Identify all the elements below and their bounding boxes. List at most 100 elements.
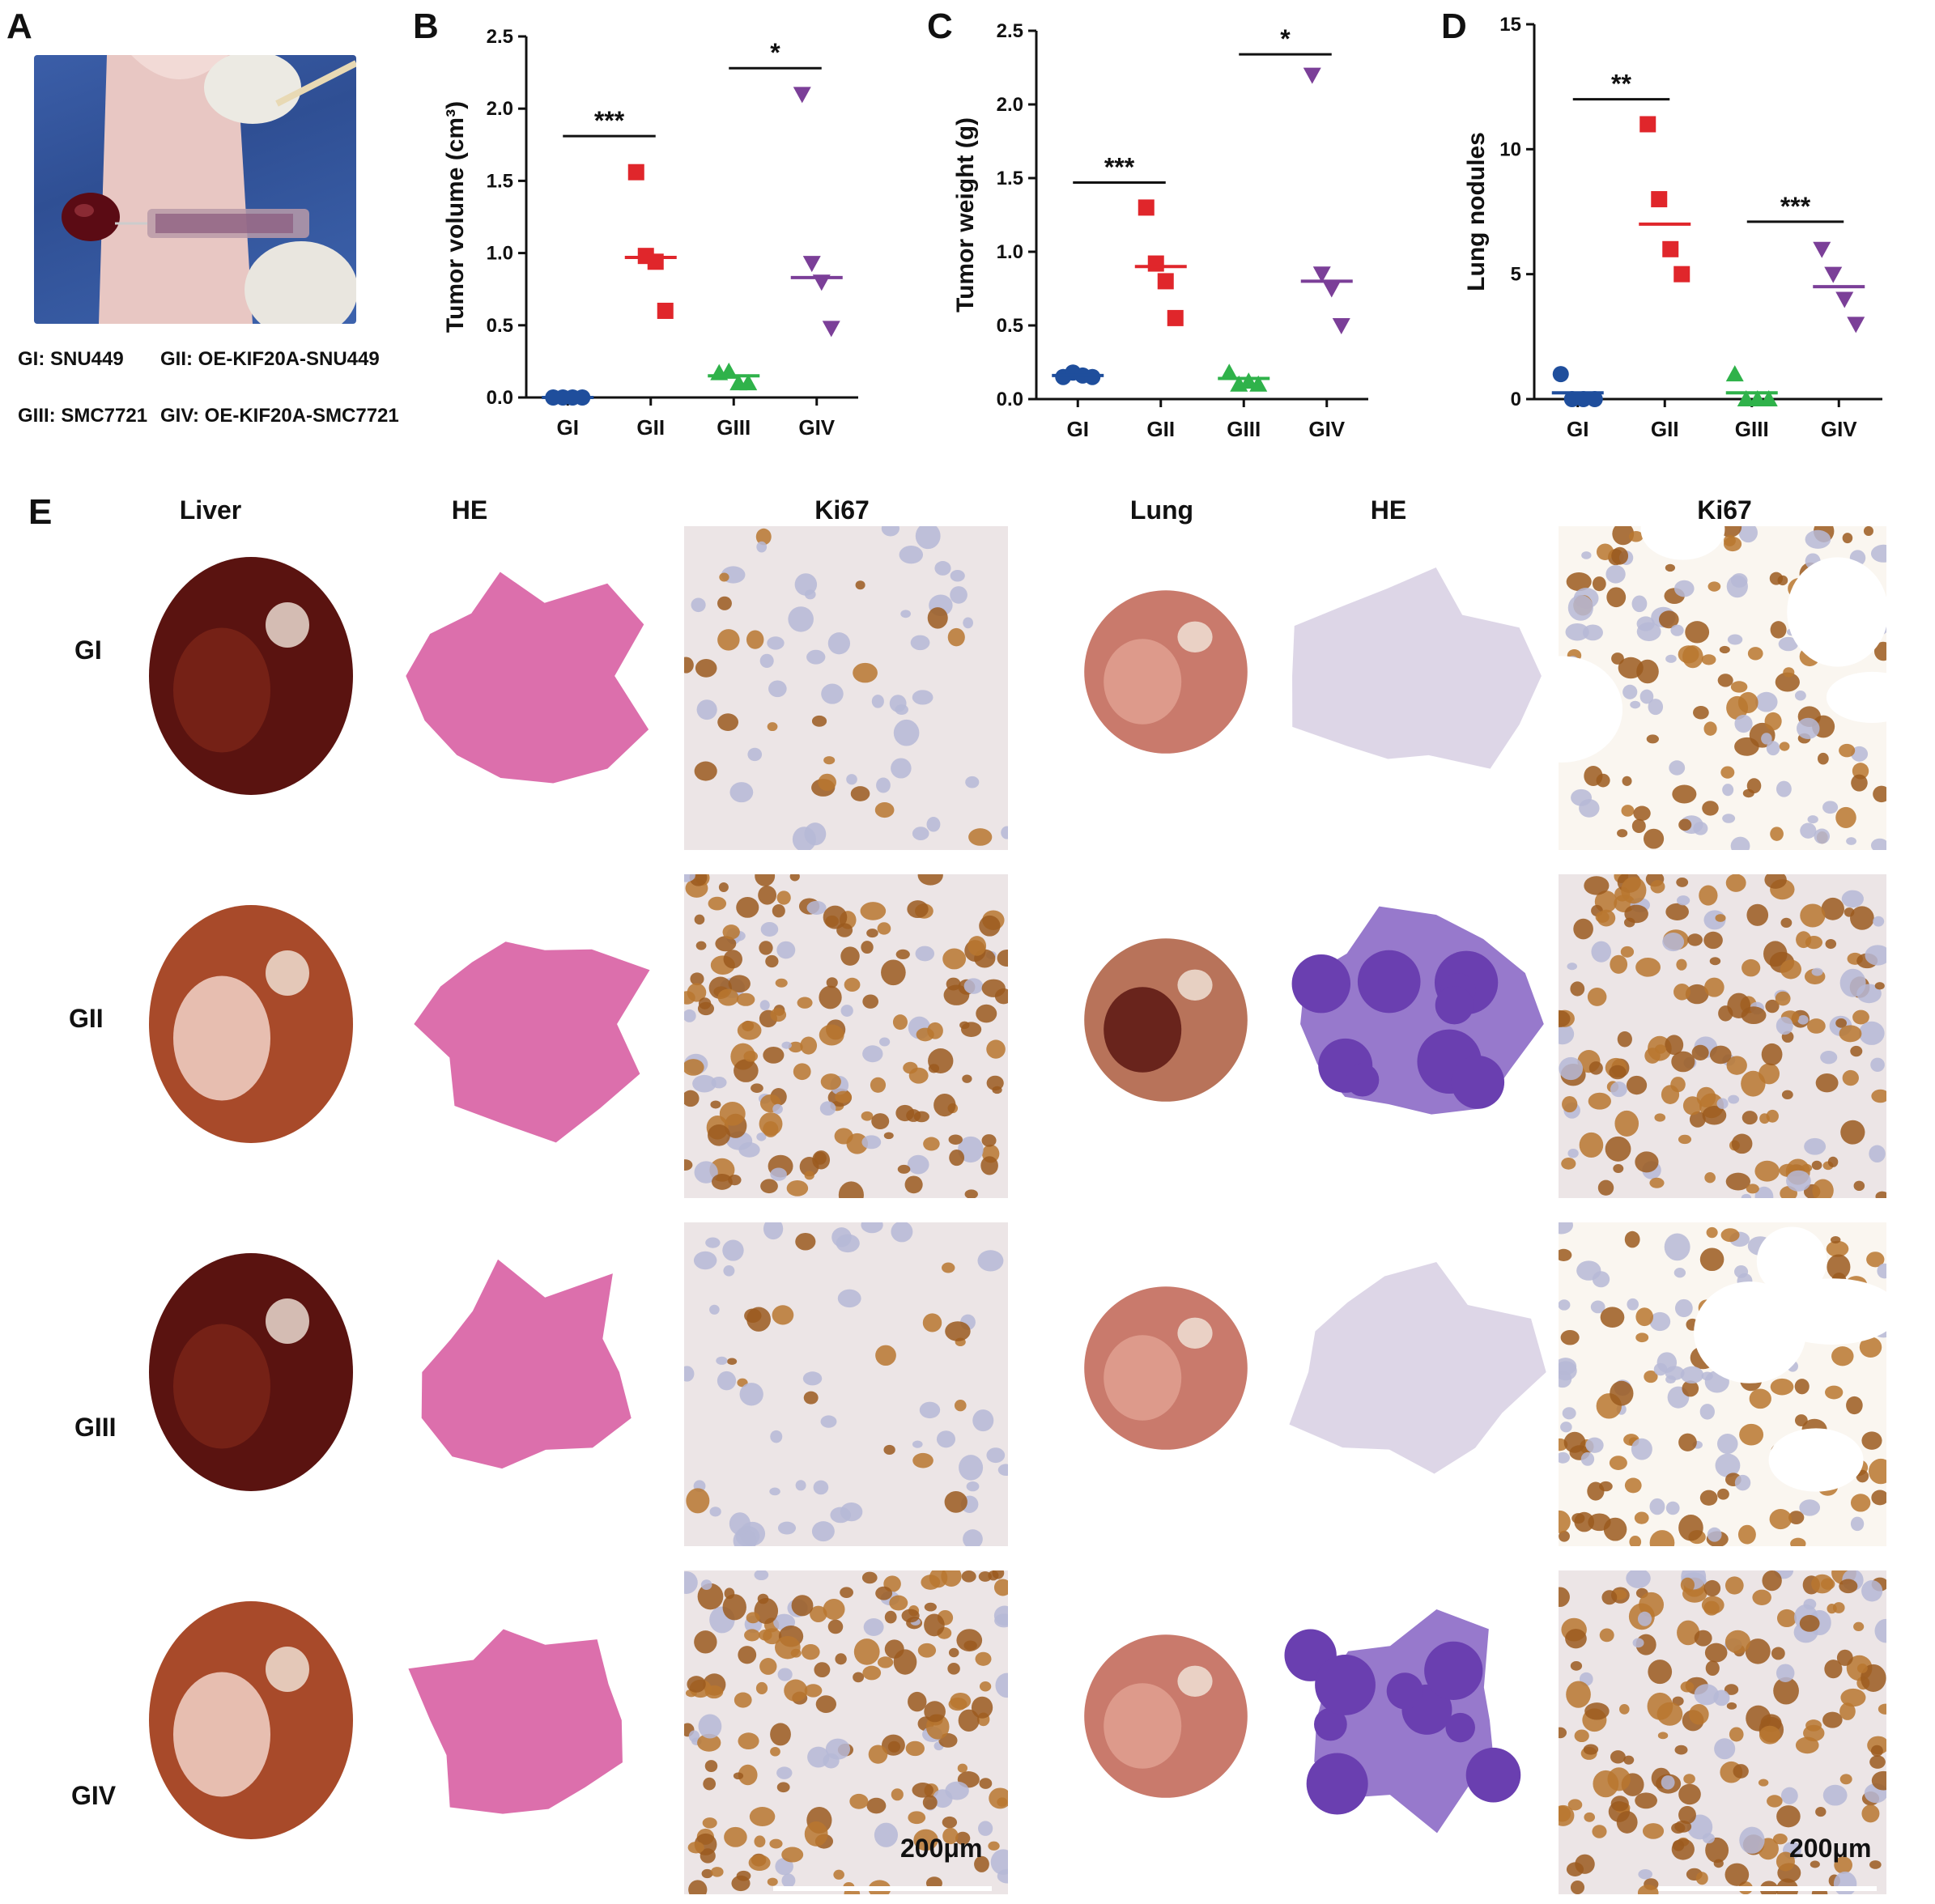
lung-he-row-2 (1263, 890, 1554, 1158)
col-header-he-liver: HE (451, 495, 488, 525)
data-point-gi (1575, 391, 1592, 407)
data-point-giv (1312, 266, 1331, 283)
data-point-giii (1759, 390, 1778, 406)
y-tick-label: 0.5 (997, 315, 1023, 337)
y-tick-label: 1.0 (487, 243, 513, 265)
y-tick-label: 1.0 (997, 241, 1023, 263)
row-header-gii: GII (69, 1004, 104, 1033)
x-tick-label: GI (1067, 417, 1089, 441)
col-header-ki67-lung: Ki67 (1697, 495, 1752, 525)
data-point-giii (1249, 375, 1268, 392)
data-point-gii (1157, 273, 1174, 290)
x-tick-label: GIII (1227, 417, 1261, 441)
data-point-gii (627, 164, 644, 181)
lung-he-row-3 (1263, 1239, 1554, 1506)
legend-gii: GII: OE-KIF20A-SNU449 (160, 348, 380, 370)
tumor-volume-chart: 0.0 0.5 1.0 1.5 2.0 2.5 Tumor volume (cm³) GI GI… (442, 26, 858, 440)
y-tick-label: 5 (1511, 264, 1521, 286)
liver-he-row-3 (372, 1239, 680, 1506)
data-point-gi (1586, 391, 1603, 407)
y-axis-label: Lung nodules (1463, 132, 1490, 291)
y-tick-label: 2.0 (487, 98, 513, 120)
lung-photo-row-3 (1069, 1271, 1263, 1465)
data-point-gii (657, 302, 674, 319)
liver-photo-row-4 (130, 1579, 372, 1862)
liver-ki67-row-3 (684, 1222, 1008, 1546)
legend-giii: GIII: SMC7721 (18, 405, 148, 427)
liver-photo-row-3 (130, 1230, 372, 1514)
significance-label: *** (1780, 192, 1811, 221)
lung-he-row-4 (1263, 1587, 1554, 1854)
data-point-gii (1639, 116, 1656, 133)
data-point-giv (1835, 291, 1854, 308)
col-header-liver: Liver (179, 495, 242, 525)
significance-label: ** (1611, 70, 1631, 99)
x-tick-label: GIII (717, 415, 751, 440)
y-tick-label: 10 (1499, 138, 1521, 160)
lung-ki67-row-1 (1559, 526, 1886, 850)
injection-photo (34, 55, 356, 324)
y-tick-label: 2.5 (487, 26, 513, 48)
data-point-gi (1563, 391, 1580, 407)
row-header-giv: GIV (71, 1781, 117, 1810)
scale-bar-label-lung: 200μm (1789, 1834, 1872, 1863)
liver-he-row-2 (372, 890, 680, 1158)
significance-label: *** (594, 106, 625, 135)
y-tick-label: 2.5 (997, 20, 1023, 42)
data-point-gii (1651, 191, 1668, 208)
data-point-giv (822, 321, 840, 338)
row-header-gi: GI (74, 635, 102, 665)
liver-he-row-4 (372, 1587, 680, 1854)
y-tick-label: 1.5 (997, 168, 1023, 189)
lung-photo-row-1 (1069, 575, 1263, 769)
data-point-gii (1662, 240, 1679, 257)
data-point-giii (1737, 390, 1755, 406)
data-point-giv (793, 87, 811, 104)
x-tick-label: GII (1651, 417, 1679, 441)
data-point-giii (1240, 372, 1258, 389)
y-tick-label: 2.0 (997, 94, 1023, 116)
y-tick-label: 0.5 (487, 315, 513, 337)
row-header-giii: GIII (74, 1413, 117, 1442)
legend-giv: GIV: OE-KIF20A-SMC7721 (160, 405, 399, 427)
col-header-ki67-liver: Ki67 (814, 495, 870, 525)
data-point-gii (1147, 255, 1164, 272)
liver-ki67-row-1 (684, 526, 1008, 850)
data-point-giv (1824, 266, 1843, 283)
liver-he-row-1 (372, 542, 680, 810)
liver-ki67-row-4 (684, 1570, 1008, 1894)
panel-d-label: D (1441, 6, 1467, 46)
panel-a-label: A (6, 6, 32, 46)
scale-bar-liver (773, 1886, 992, 1891)
panel-b-label: B (413, 6, 439, 46)
data-point-giv (1322, 281, 1341, 298)
x-tick-label: GII (636, 415, 665, 440)
tumor-weight-chart: 0.0 0.5 1.0 1.5 2.0 2.5 Tumor weight (g) GI GII G… (952, 20, 1368, 441)
liver-ki67-row-2 (684, 874, 1008, 1198)
y-tick-label: 15 (1499, 16, 1521, 36)
data-point-giv (1332, 318, 1350, 334)
scale-bar-lung (1658, 1886, 1877, 1891)
scale-bar-label-liver: 200μm (900, 1834, 983, 1863)
lung-he-row-1 (1263, 542, 1554, 810)
col-header-he-lung: HE (1370, 495, 1407, 525)
data-point-giv (802, 256, 821, 273)
y-tick-label: 0 (1511, 389, 1521, 410)
y-tick-label: 0.0 (487, 387, 513, 409)
y-axis-label: Tumor weight (g) (952, 117, 979, 312)
liver-photo-row-2 (130, 882, 372, 1166)
panel-c-label: C (927, 6, 953, 46)
significance-label: * (1280, 24, 1291, 53)
x-tick-label: GIV (798, 415, 835, 440)
x-tick-label: GI (1567, 417, 1588, 441)
data-point-gii (1673, 266, 1690, 283)
panel-e-label: E (28, 492, 53, 532)
data-point-gii (1167, 309, 1184, 326)
data-point-giii (1220, 363, 1239, 380)
data-point-gii (1138, 199, 1155, 216)
data-point-giii (1748, 390, 1767, 406)
x-tick-label: GI (557, 415, 579, 440)
data-point-giii (1725, 365, 1744, 382)
y-tick-label: 1.5 (487, 170, 513, 192)
